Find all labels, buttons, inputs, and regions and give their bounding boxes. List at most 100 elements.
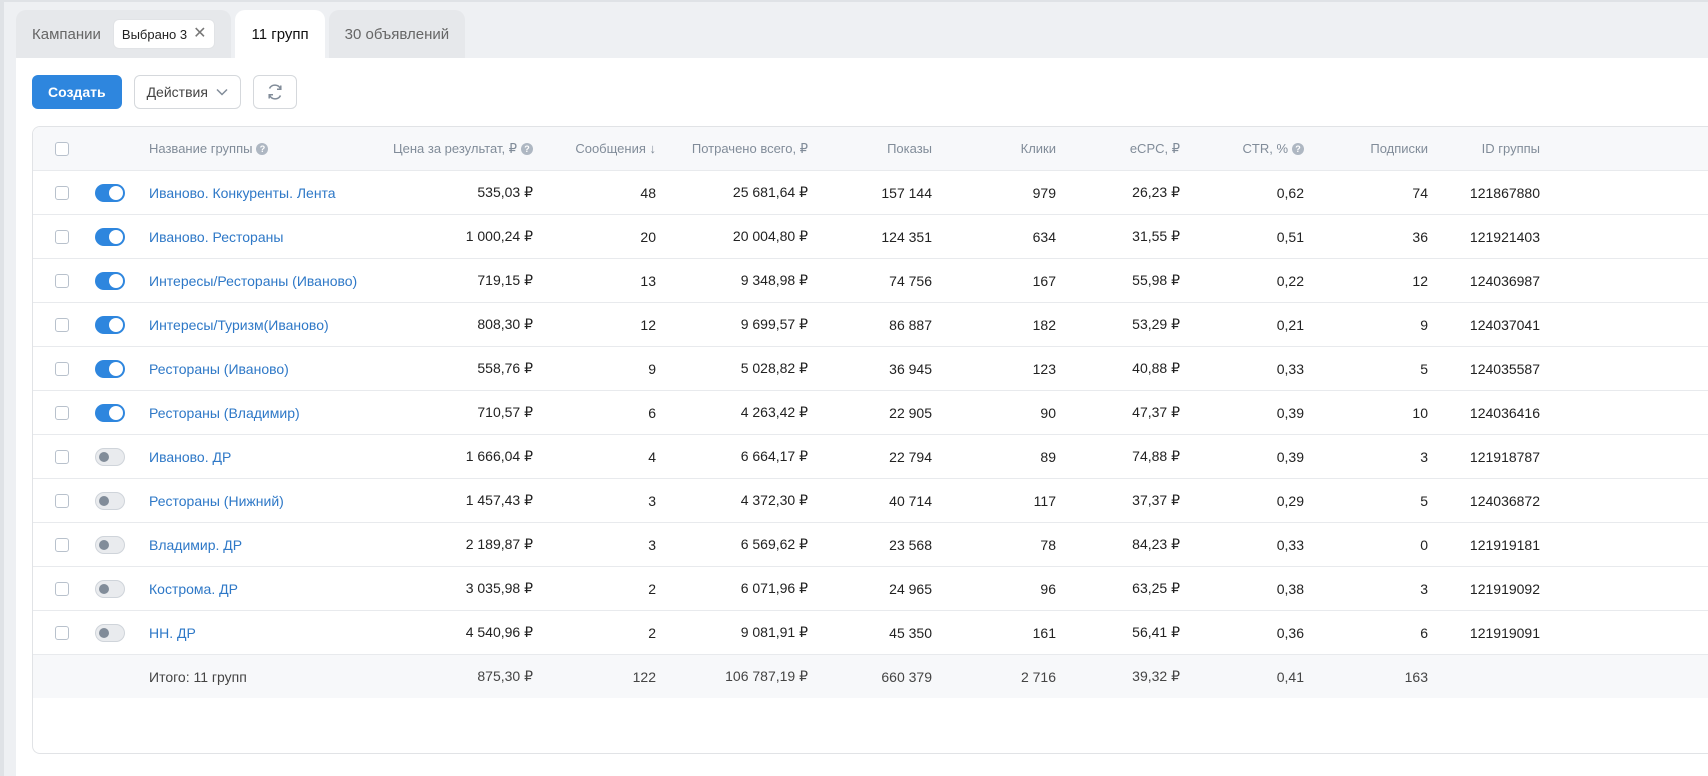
cell-price: 1 457,43 ₽ xyxy=(465,492,533,508)
group-name-link[interactable]: Рестораны (Владимир) xyxy=(149,404,300,421)
col-ctr[interactable]: CTR, % ? xyxy=(1180,127,1304,170)
actions-dropdown[interactable]: Действия xyxy=(133,75,241,109)
status-toggle[interactable] xyxy=(95,271,125,290)
group-name-link[interactable]: Интересы/Рестораны (Иваново) xyxy=(149,272,358,289)
selection-chip[interactable]: Выбрано 3 ✕ xyxy=(112,19,216,49)
cell-clicks: 634 xyxy=(1032,228,1056,245)
row-checkbox[interactable] xyxy=(55,273,69,288)
table-row: Рестораны (Нижний) 1 457,43 ₽ 3 4 372,30 ₽ 4… xyxy=(33,479,1708,523)
col-name[interactable]: Название группы ? xyxy=(149,127,269,170)
cell-ecpc: 63,25 ₽ xyxy=(1132,580,1180,596)
col-subs[interactable]: Подписки xyxy=(1304,127,1428,170)
status-toggle[interactable] xyxy=(95,447,125,466)
cell-ecpc: 37,37 ₽ xyxy=(1132,492,1180,508)
status-toggle[interactable] xyxy=(95,403,125,422)
cell-messages: 12 xyxy=(640,316,656,333)
status-toggle[interactable] xyxy=(95,183,125,202)
cell-ctr: 0,29 xyxy=(1276,492,1304,509)
row-status-cell xyxy=(95,523,125,566)
cell-ctr: 0,39 xyxy=(1276,448,1304,465)
tab-campaigns[interactable]: Кампании Выбрано 3 ✕ xyxy=(16,10,232,58)
row-checkbox[interactable] xyxy=(55,405,69,420)
cell-id: 121867880 xyxy=(1469,184,1540,201)
content-panel: Создать Действия Название группы ? xyxy=(16,58,1708,776)
status-toggle[interactable] xyxy=(95,535,125,554)
row-status-cell xyxy=(95,479,125,522)
col-id[interactable]: ID группы xyxy=(1428,127,1540,170)
cell-spent: 5 028,82 ₽ xyxy=(740,360,808,376)
status-toggle[interactable] xyxy=(95,491,125,510)
cell-ecpc: 56,41 ₽ xyxy=(1132,624,1180,640)
row-checkbox[interactable] xyxy=(55,493,69,508)
group-name-link[interactable]: Рестораны (Иваново) xyxy=(149,360,289,377)
row-checkbox[interactable] xyxy=(55,317,69,332)
group-name-link[interactable]: Иваново. Конкуренты. Лента xyxy=(149,184,336,201)
table-row: Иваново. Рестораны 1 000,24 ₽ 20 20 004,80 … xyxy=(33,215,1708,259)
cell-id: 121919181 xyxy=(1469,536,1540,553)
cell-messages: 13 xyxy=(640,272,656,289)
chevron-down-icon xyxy=(216,88,228,96)
cell-clicks: 161 xyxy=(1032,624,1056,641)
select-all-cell xyxy=(55,127,69,170)
group-name-link[interactable]: Владимир. ДР xyxy=(149,536,243,553)
status-toggle[interactable] xyxy=(95,315,125,334)
cell-price: 1 000,24 ₽ xyxy=(465,228,533,244)
cell-price: 2 189,87 ₽ xyxy=(465,536,533,552)
table-total-row: Итого: 11 групп 875,30 ₽ 122 106 787,19 … xyxy=(33,655,1708,698)
row-select-cell xyxy=(55,171,69,214)
group-name-link[interactable]: Кострома. ДР xyxy=(149,580,238,597)
group-name-link[interactable]: НН. ДР xyxy=(149,624,196,641)
cell-impressions: 86 887 xyxy=(889,316,932,333)
col-impressions[interactable]: Показы xyxy=(808,127,932,170)
cell-ecpc: 84,23 ₽ xyxy=(1132,536,1180,552)
cell-messages: 3 xyxy=(648,536,656,553)
col-ctr-label: CTR, % xyxy=(1242,141,1289,156)
create-button[interactable]: Создать xyxy=(32,75,122,109)
help-icon[interactable]: ? xyxy=(521,142,533,155)
status-toggle[interactable] xyxy=(95,623,125,642)
row-select-cell xyxy=(55,303,69,346)
col-clicks[interactable]: Клики xyxy=(932,127,1056,170)
tab-campaigns-label: Кампании xyxy=(32,25,101,43)
cell-spent: 6 664,17 ₽ xyxy=(740,448,808,464)
row-checkbox[interactable] xyxy=(55,449,69,464)
group-name-link[interactable]: Рестораны (Нижний) xyxy=(149,492,284,509)
group-name-link[interactable]: Интересы/Туризм(Иваново) xyxy=(149,316,329,333)
cell-subs: 3 xyxy=(1420,580,1428,597)
group-name-link[interactable]: Иваново. ДР xyxy=(149,448,232,465)
cell-impressions: 24 965 xyxy=(889,580,932,597)
select-all-checkbox[interactable] xyxy=(55,141,69,156)
row-status-cell xyxy=(95,347,125,390)
tab-ads[interactable]: 30 объявлений xyxy=(328,10,466,58)
help-icon[interactable]: ? xyxy=(256,142,269,155)
status-toggle[interactable] xyxy=(95,227,125,246)
row-checkbox[interactable] xyxy=(55,537,69,552)
col-ecpc[interactable]: eCPC, ₽ xyxy=(1056,127,1180,170)
row-checkbox[interactable] xyxy=(55,185,69,200)
cell-ctr: 0,33 xyxy=(1276,360,1304,377)
col-spent[interactable]: Потрачено всего, ₽ xyxy=(656,127,808,170)
row-status-cell xyxy=(95,611,125,654)
help-icon[interactable]: ? xyxy=(1292,142,1304,155)
table-row: Интересы/Туризм(Иваново) 808,30 ₽ 12 9 699,… xyxy=(33,303,1708,347)
group-name-link[interactable]: Иваново. Рестораны xyxy=(149,228,284,245)
cell-spent: 4 372,30 ₽ xyxy=(740,492,808,508)
col-price[interactable]: Цена за результат, ₽ ? xyxy=(333,127,533,170)
row-status-cell xyxy=(95,215,125,258)
row-checkbox[interactable] xyxy=(55,229,69,244)
cell-messages: 20 xyxy=(640,228,656,245)
status-toggle[interactable] xyxy=(95,359,125,378)
refresh-button[interactable] xyxy=(252,75,297,109)
row-checkbox[interactable] xyxy=(55,581,69,596)
row-select-cell xyxy=(55,567,69,610)
col-messages[interactable]: Сообщения ↓ xyxy=(533,127,656,170)
cell-clicks: 96 xyxy=(1040,580,1056,597)
col-ecpc-label: eCPC, ₽ xyxy=(1129,140,1180,156)
row-checkbox[interactable] xyxy=(55,625,69,640)
row-checkbox[interactable] xyxy=(55,361,69,376)
tab-groups[interactable]: 11 групп xyxy=(235,10,325,58)
close-icon[interactable]: ✕ xyxy=(193,25,207,42)
cell-messages: 9 xyxy=(648,360,656,377)
cell-subs: 5 xyxy=(1420,492,1428,509)
status-toggle[interactable] xyxy=(95,579,125,598)
